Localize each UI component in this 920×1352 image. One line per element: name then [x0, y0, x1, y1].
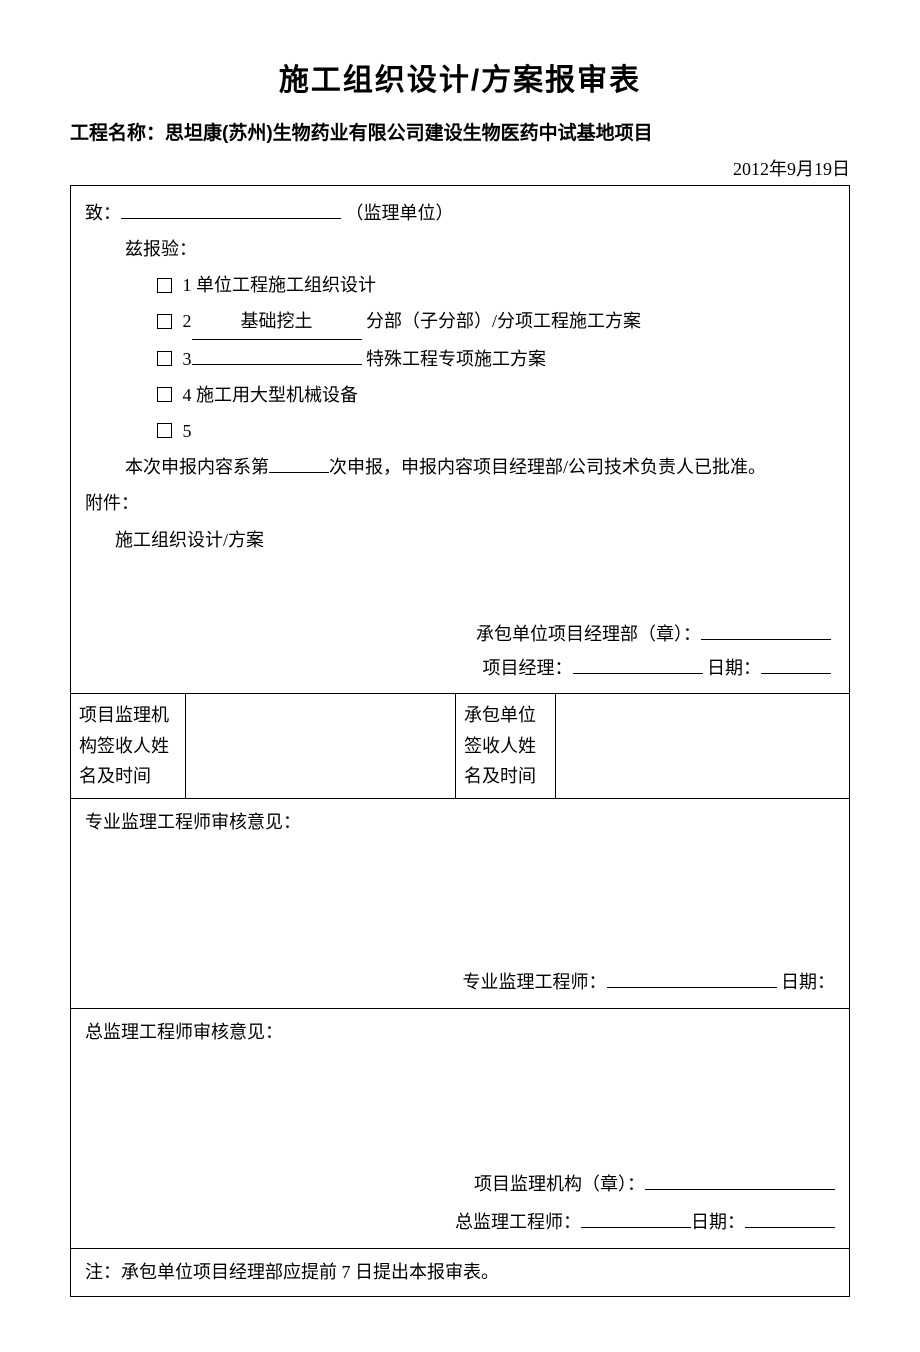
receipt-row: 项目监理机构签收人姓名及时间 承包单位签收人姓名及时间: [71, 694, 850, 799]
checkbox-2[interactable]: [157, 314, 172, 329]
project-value: 思坦康(苏州)生物药业有限公司建设生物医药中试基地项目: [165, 123, 653, 144]
pm-date-blank[interactable]: [761, 673, 831, 674]
specialist-engineer-blank[interactable]: [607, 987, 777, 988]
chief-date-label: 日期：: [691, 1212, 745, 1232]
chief-engineer-label: 总监理工程师：: [455, 1212, 581, 1232]
to-line: 致： （监理单位）: [85, 196, 835, 230]
checkbox-1[interactable]: [157, 278, 172, 293]
header-row: 工程名称：思坦康(苏州)生物药业有限公司建设生物医药中试基地项目: [70, 118, 850, 150]
checkbox-row-4: 4 施工用大型机械设备: [85, 378, 835, 412]
pm-blank[interactable]: [573, 673, 703, 674]
chief-engineer-line: 总监理工程师： 日期：: [85, 1207, 835, 1238]
declare-line: 本次申报内容系第 次申报，申报内容项目经理部/公司技术负责人已批准。: [85, 450, 835, 484]
contractor-signature-block: 承包单位项目经理部（章）： 项目经理： 日期：: [85, 617, 835, 685]
item2-blank[interactable]: 基础挖土: [192, 304, 362, 339]
note-cell: 注：承包单位项目经理部应提前 7 日提出本报审表。: [71, 1248, 850, 1296]
item4-text: 4 施工用大型机械设备: [183, 385, 359, 405]
declare-suffix: 次申报，申报内容项目经理部/公司技术负责人已批准。: [329, 457, 766, 477]
section-submission: 致： （监理单位） 兹报验： 1 单位工程施工组织设计 2基础挖土 分部（子分部…: [71, 185, 850, 693]
agency-blank[interactable]: [645, 1189, 835, 1190]
supervisor-receipt-label: 项目监理机构签收人姓名及时间: [71, 694, 186, 799]
item3-suffix: 特殊工程专项施工方案: [366, 349, 546, 369]
form-date: 2012年9月19日: [70, 154, 850, 185]
checkbox-row-1: 1 单位工程施工组织设计: [85, 268, 835, 302]
submit-label: 兹报验：: [85, 232, 835, 266]
item1-text: 1 单位工程施工组织设计: [183, 275, 377, 295]
specialist-engineer-label: 专业监理工程师：: [463, 972, 607, 992]
specialist-review-section: 专业监理工程师审核意见： 专业监理工程师： 日期：: [71, 798, 850, 1008]
note-row: 注：承包单位项目经理部应提前 7 日提出本报审表。: [71, 1248, 850, 1296]
contractor-dept-blank[interactable]: [701, 639, 831, 640]
specialist-signature-line: 专业监理工程师： 日期：: [85, 967, 835, 998]
agency-label: 项目监理机构（章）：: [474, 1174, 645, 1194]
attachment-text: 施工组织设计/方案: [85, 523, 835, 557]
item2-suffix: 分部（子分部）/分项工程施工方案: [366, 311, 641, 331]
chief-engineer-blank[interactable]: [581, 1227, 691, 1228]
to-blank[interactable]: [121, 218, 341, 219]
item5-text: 5: [183, 421, 192, 441]
contractor-dept-label: 承包单位项目经理部（章）：: [476, 624, 701, 644]
pm-label: 项目经理：: [483, 658, 573, 678]
chief-review-section: 总监理工程师审核意见： 项目监理机构（章）： 总监理工程师： 日期：: [71, 1008, 850, 1248]
checkbox-row-2: 2基础挖土 分部（子分部）/分项工程施工方案: [85, 304, 835, 339]
pm-line: 项目经理： 日期：: [85, 651, 835, 685]
declare-prefix: 本次申报内容系第: [125, 457, 269, 477]
checkbox-4[interactable]: [157, 387, 172, 402]
form-title: 施工组织设计/方案报审表: [70, 55, 850, 106]
specialist-date-label: 日期：: [781, 972, 835, 992]
checkbox-row-5: 5: [85, 414, 835, 448]
contractor-receipt-blank[interactable]: [556, 694, 850, 799]
specialist-review-title: 专业监理工程师审核意见：: [85, 807, 835, 838]
checkbox-row-3: 3 特殊工程专项施工方案: [85, 342, 835, 376]
chief-date-blank[interactable]: [745, 1227, 835, 1228]
declare-count-blank[interactable]: [269, 472, 329, 473]
checkbox-3[interactable]: [157, 351, 172, 366]
pm-date-label: 日期：: [707, 658, 761, 678]
supervisor-receipt-blank[interactable]: [186, 694, 456, 799]
to-suffix: （监理单位）: [346, 203, 454, 223]
main-form-table: 致： （监理单位） 兹报验： 1 单位工程施工组织设计 2基础挖土 分部（子分部…: [70, 185, 850, 1297]
checkbox-5[interactable]: [157, 423, 172, 438]
chief-review-title: 总监理工程师审核意见：: [85, 1017, 835, 1048]
project-label: 工程名称：: [70, 123, 165, 144]
item3-blank[interactable]: [192, 364, 362, 365]
chief-signature-block: 项目监理机构（章）： 总监理工程师： 日期：: [85, 1169, 835, 1238]
project-name: 工程名称：思坦康(苏州)生物药业有限公司建设生物医药中试基地项目: [70, 118, 653, 150]
to-label: 致：: [85, 203, 121, 223]
contractor-receipt-label: 承包单位签收人姓名及时间: [456, 694, 556, 799]
item2-prefix: 2: [183, 311, 192, 331]
item3-prefix: 3: [183, 349, 192, 369]
contractor-dept-line: 承包单位项目经理部（章）：: [85, 617, 835, 651]
agency-seal-line: 项目监理机构（章）：: [85, 1169, 835, 1200]
attachment-label: 附件：: [85, 486, 835, 520]
